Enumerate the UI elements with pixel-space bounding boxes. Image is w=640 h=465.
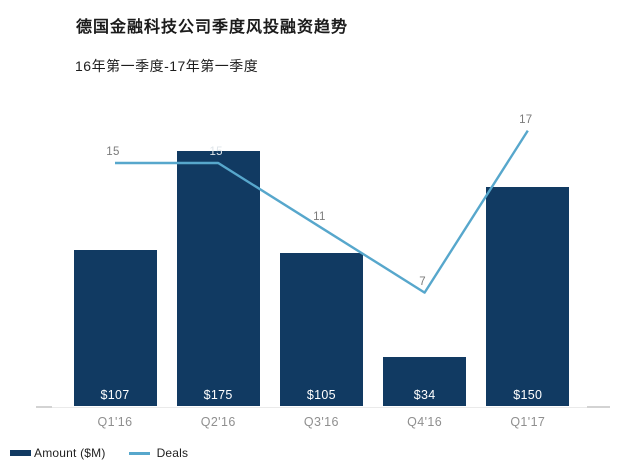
x-axis-tick-label: Q1'17 [510, 415, 546, 429]
deals-legend-swatch [128, 451, 150, 455]
amount-bar-q4-16 [383, 356, 467, 406]
amount-legend-label: Amount ($M) [34, 446, 106, 460]
amount-bar-value-label: $105 [306, 388, 336, 402]
deals-line [115, 129, 529, 294]
deals-point-label: 11 [313, 210, 326, 223]
amount-bar-value-label: $107 [100, 388, 130, 402]
amount-bar-q1-17 [486, 187, 570, 406]
amount-bar-value-label: $175 [203, 388, 233, 402]
deals-point-label: 17 [519, 113, 533, 126]
x-axis-line [36, 407, 610, 408]
x-axis-end-dash-left [36, 406, 52, 408]
deals-legend-label: Deals [156, 446, 189, 460]
chart-subtitle: 16年第一季度-17年第一季度 [75, 58, 259, 74]
amount-bar-q1-16 [73, 250, 157, 406]
amount-legend-swatch [10, 450, 31, 456]
x-axis-tick-label: Q2'16 [200, 415, 236, 429]
deals-point-label: 7 [419, 275, 426, 288]
x-axis-tick-label: Q4'16 [407, 415, 443, 429]
amount-bar-value-label: $34 [413, 388, 436, 402]
deals-point-label: 15 [209, 146, 223, 158]
chart-legend: Amount ($M) Deals [10, 446, 188, 460]
amount-bar-q2-16 [176, 151, 260, 406]
amount-bar-q3-16 [279, 253, 363, 406]
x-axis-end-dash-right [587, 406, 610, 408]
x-axis-tick-label: Q3'16 [303, 415, 339, 429]
deals-point-label: 15 [106, 146, 120, 158]
chart-title: 德国金融科技公司季度风投融资趋势 [76, 19, 349, 36]
amount-bar-value-label: $150 [513, 388, 543, 402]
x-axis-tick-label: Q1'16 [97, 415, 133, 429]
